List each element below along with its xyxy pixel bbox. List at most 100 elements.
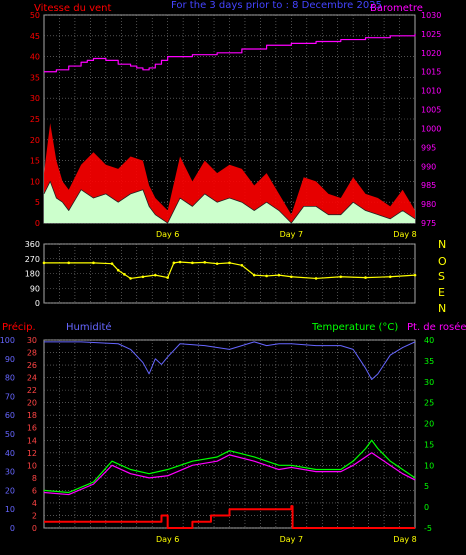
direction-line (44, 261, 416, 280)
compass-letter-n1: N (438, 238, 446, 251)
wind-left-tick-label: 30 (30, 94, 40, 103)
wind-left-tick-label: 15 (30, 157, 40, 166)
humidity-title: Humidité (66, 321, 112, 333)
barometer-line (44, 33, 416, 73)
wind-left-tick-label: 40 (30, 53, 40, 62)
humidity-axis-tick-label: 0 (10, 524, 15, 533)
wind-avg-area (44, 181, 415, 223)
precip-axis-tick-label: 4 (32, 499, 37, 508)
precip-axis-tick-label: 16 (27, 424, 37, 433)
direction-point (172, 261, 176, 265)
precip-axis-tick-label: 12 (27, 449, 37, 458)
temp-axis-tick-label: 20 (424, 420, 434, 429)
wind-right-tick-label: 995 (421, 143, 436, 152)
direction-point (166, 276, 169, 279)
direction-point (42, 261, 46, 265)
direction-point (141, 275, 145, 279)
dir-left-tick-label: 270 (25, 255, 40, 264)
hum-day-label: Day 6 (156, 535, 179, 544)
wind-right-tick-label: 1000 (421, 124, 441, 133)
direction-point (240, 264, 244, 267)
temp-axis-tick-label: 25 (424, 399, 434, 408)
direction-point (413, 273, 417, 277)
compass-letter-o: O (438, 255, 447, 268)
direction-point (129, 277, 132, 280)
temp-axis-tick-label: 40 (424, 336, 434, 345)
axis-layer: 0510152025303540455097598098599099510001… (0, 11, 441, 533)
precip-axis-tick-label: 2 (32, 511, 37, 520)
humidity-axis-tick-label: 40 (5, 449, 15, 458)
wind-day-label: Day 8 (393, 230, 416, 239)
wind-left-tick-label: 20 (30, 136, 40, 145)
direction-point (110, 262, 114, 265)
grid-layer (44, 14, 415, 529)
compass-letter-s: S (438, 270, 445, 283)
direction-point (277, 273, 281, 277)
precip-axis-tick-label: 28 (27, 349, 37, 358)
compass-letter-n2: N (438, 302, 446, 315)
wind-right-tick-label: 1005 (421, 106, 441, 115)
precip-axis-tick-label: 30 (27, 336, 37, 345)
direction-point (215, 262, 219, 265)
direction-point (191, 261, 194, 265)
temperature-line (43, 439, 416, 494)
direction-point (252, 273, 256, 277)
precip-axis-tick-label: 18 (27, 411, 37, 420)
humidity-axis-tick-label: 70 (5, 392, 15, 401)
wind-left-tick-label: 10 (30, 177, 40, 186)
humidity-axis-tick-label: 20 (5, 486, 15, 495)
direction-point (228, 261, 231, 265)
temp-axis-tick-label: -5 (424, 524, 432, 533)
precip-axis-tick-label: 24 (27, 374, 37, 383)
wind-day-label: Day 6 (156, 230, 179, 239)
dir-left-tick-label: 0 (35, 299, 40, 308)
wind-left-tick-label: 0 (35, 219, 40, 228)
precip-line (44, 505, 415, 529)
barometer-title: Barometre (370, 3, 423, 14)
wind-left-tick-label: 35 (30, 73, 40, 82)
temp-axis-tick-label: 15 (424, 440, 434, 449)
precip-axis-tick-label: 22 (27, 386, 37, 395)
precip-axis-tick-label: 0 (32, 524, 37, 533)
direction-point (154, 273, 157, 277)
humidity-axis-tick-label: 50 (5, 430, 15, 439)
precip-title: Précip. (2, 321, 36, 333)
wind-right-tick-label: 980 (421, 200, 436, 209)
wind-right-tick-label: 1025 (421, 30, 441, 39)
direction-point (178, 260, 182, 264)
direction-point (290, 275, 293, 279)
wind-right-tick-label: 985 (421, 181, 436, 190)
wind-right-tick-label: 990 (421, 162, 436, 171)
dir-left-tick-label: 90 (30, 284, 40, 293)
wind-right-tick-label: 1010 (421, 87, 441, 96)
direction-point (388, 275, 392, 279)
direction-point (116, 268, 120, 272)
hum-day-label: Day 8 (393, 535, 416, 544)
wind-left-tick-label: 45 (30, 32, 40, 41)
compass-letter-e: E (438, 286, 445, 299)
temp-axis-tick-label: 5 (424, 482, 429, 491)
temp-axis-tick-label: 30 (424, 378, 434, 387)
wind-speed-title: Vitesse du vent (34, 3, 111, 14)
direction-point (92, 261, 95, 265)
wind-day-label: Day 7 (280, 230, 303, 239)
day-labels: Day 6 Day 7 Day 8 Day 6 Day 7 Day 8 (156, 230, 417, 544)
humidity-axis-tick-label: 60 (5, 411, 15, 420)
temp-axis-tick-label: 10 (424, 461, 434, 470)
humidity-axis-tick-label: 30 (5, 468, 15, 477)
direction-point (67, 261, 71, 265)
precip-axis-tick-label: 10 (27, 461, 37, 470)
wind-left-tick-label: 5 (35, 198, 40, 207)
humidity-line (44, 341, 416, 380)
temp-axis-tick-label: 35 (424, 357, 434, 366)
humidity-axis-tick-label: 100 (0, 336, 15, 345)
direction-point (265, 274, 268, 278)
precip-axis-tick-label: 8 (32, 474, 37, 483)
direction-point (314, 277, 318, 280)
precip-axis-tick-label: 20 (27, 399, 37, 408)
hum-day-label: Day 7 (280, 535, 303, 544)
wind-right-tick-label: 1030 (421, 11, 441, 20)
dewpoint-title: Pt. de rosée (407, 321, 466, 333)
dir-left-tick-label: 360 (25, 240, 40, 249)
